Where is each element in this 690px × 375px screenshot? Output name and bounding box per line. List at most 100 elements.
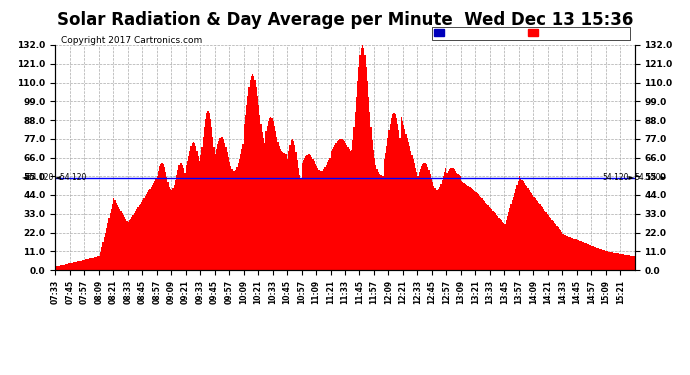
- Bar: [311, 157, 313, 270]
- Bar: [495, 213, 496, 270]
- Bar: [346, 145, 347, 270]
- Bar: [489, 207, 490, 270]
- Bar: [613, 253, 614, 270]
- Bar: [480, 197, 482, 270]
- Bar: [245, 115, 246, 270]
- Bar: [299, 175, 300, 270]
- Bar: [270, 117, 271, 270]
- Bar: [537, 201, 538, 270]
- Bar: [438, 189, 440, 270]
- Bar: [208, 114, 210, 270]
- Bar: [310, 155, 311, 270]
- Bar: [380, 175, 381, 270]
- Bar: [426, 165, 427, 270]
- Bar: [500, 219, 501, 270]
- Bar: [60, 266, 61, 270]
- Bar: [530, 192, 531, 270]
- Bar: [174, 185, 175, 270]
- Bar: [147, 192, 148, 270]
- Bar: [493, 212, 495, 270]
- Bar: [531, 193, 532, 270]
- Bar: [145, 196, 146, 270]
- Text: ◄54.120: ◄54.120: [22, 173, 55, 182]
- Bar: [591, 246, 593, 270]
- Bar: [89, 258, 90, 270]
- Bar: [161, 163, 163, 270]
- Bar: [515, 189, 516, 270]
- Bar: [486, 204, 487, 270]
- Bar: [420, 168, 421, 270]
- Bar: [487, 205, 489, 270]
- Bar: [193, 142, 194, 270]
- Bar: [497, 216, 498, 270]
- Bar: [116, 202, 117, 270]
- Bar: [560, 231, 561, 270]
- Bar: [556, 226, 558, 270]
- Bar: [164, 167, 165, 270]
- Bar: [491, 209, 493, 270]
- Bar: [105, 232, 106, 270]
- Bar: [374, 159, 375, 270]
- Bar: [617, 253, 618, 270]
- Bar: [469, 188, 471, 270]
- Bar: [567, 236, 569, 270]
- Bar: [583, 242, 584, 270]
- Bar: [339, 139, 340, 270]
- Bar: [573, 238, 575, 270]
- Bar: [152, 185, 153, 270]
- Bar: [518, 181, 519, 270]
- Bar: [297, 160, 298, 270]
- Bar: [166, 177, 168, 270]
- Bar: [533, 197, 535, 270]
- Bar: [242, 144, 244, 270]
- Bar: [417, 176, 419, 270]
- Bar: [511, 204, 512, 270]
- Bar: [549, 217, 551, 270]
- Bar: [155, 179, 157, 270]
- Bar: [237, 164, 239, 270]
- Text: Solar Radiation & Day Average per Minute  Wed Dec 13 15:36: Solar Radiation & Day Average per Minute…: [57, 11, 633, 29]
- Bar: [332, 149, 333, 270]
- Bar: [555, 224, 556, 270]
- Bar: [72, 262, 73, 270]
- Bar: [373, 150, 374, 270]
- Bar: [451, 168, 453, 270]
- Bar: [512, 201, 513, 270]
- Bar: [622, 254, 623, 270]
- Bar: [527, 188, 529, 270]
- Bar: [475, 192, 477, 270]
- Bar: [230, 166, 232, 270]
- Bar: [514, 193, 515, 270]
- Bar: [282, 153, 284, 270]
- Bar: [66, 264, 67, 270]
- Bar: [457, 174, 458, 270]
- Bar: [255, 87, 257, 270]
- Bar: [619, 254, 620, 270]
- Bar: [268, 121, 269, 270]
- Bar: [345, 143, 346, 270]
- Bar: [144, 198, 145, 270]
- Bar: [404, 129, 406, 270]
- Bar: [535, 200, 537, 270]
- Bar: [182, 165, 184, 270]
- Bar: [468, 186, 469, 270]
- Bar: [461, 182, 462, 270]
- Bar: [236, 167, 237, 270]
- Bar: [513, 196, 514, 270]
- Bar: [140, 204, 141, 270]
- Bar: [61, 265, 63, 270]
- Bar: [113, 198, 115, 270]
- Bar: [160, 164, 161, 270]
- Bar: [520, 178, 522, 270]
- Bar: [146, 194, 147, 270]
- Bar: [302, 163, 303, 270]
- Bar: [158, 171, 159, 270]
- Bar: [367, 81, 368, 270]
- Bar: [250, 80, 251, 270]
- Bar: [322, 171, 323, 270]
- Bar: [221, 138, 223, 270]
- Bar: [509, 208, 511, 270]
- Bar: [561, 232, 562, 270]
- Bar: [391, 118, 392, 270]
- Bar: [121, 213, 123, 270]
